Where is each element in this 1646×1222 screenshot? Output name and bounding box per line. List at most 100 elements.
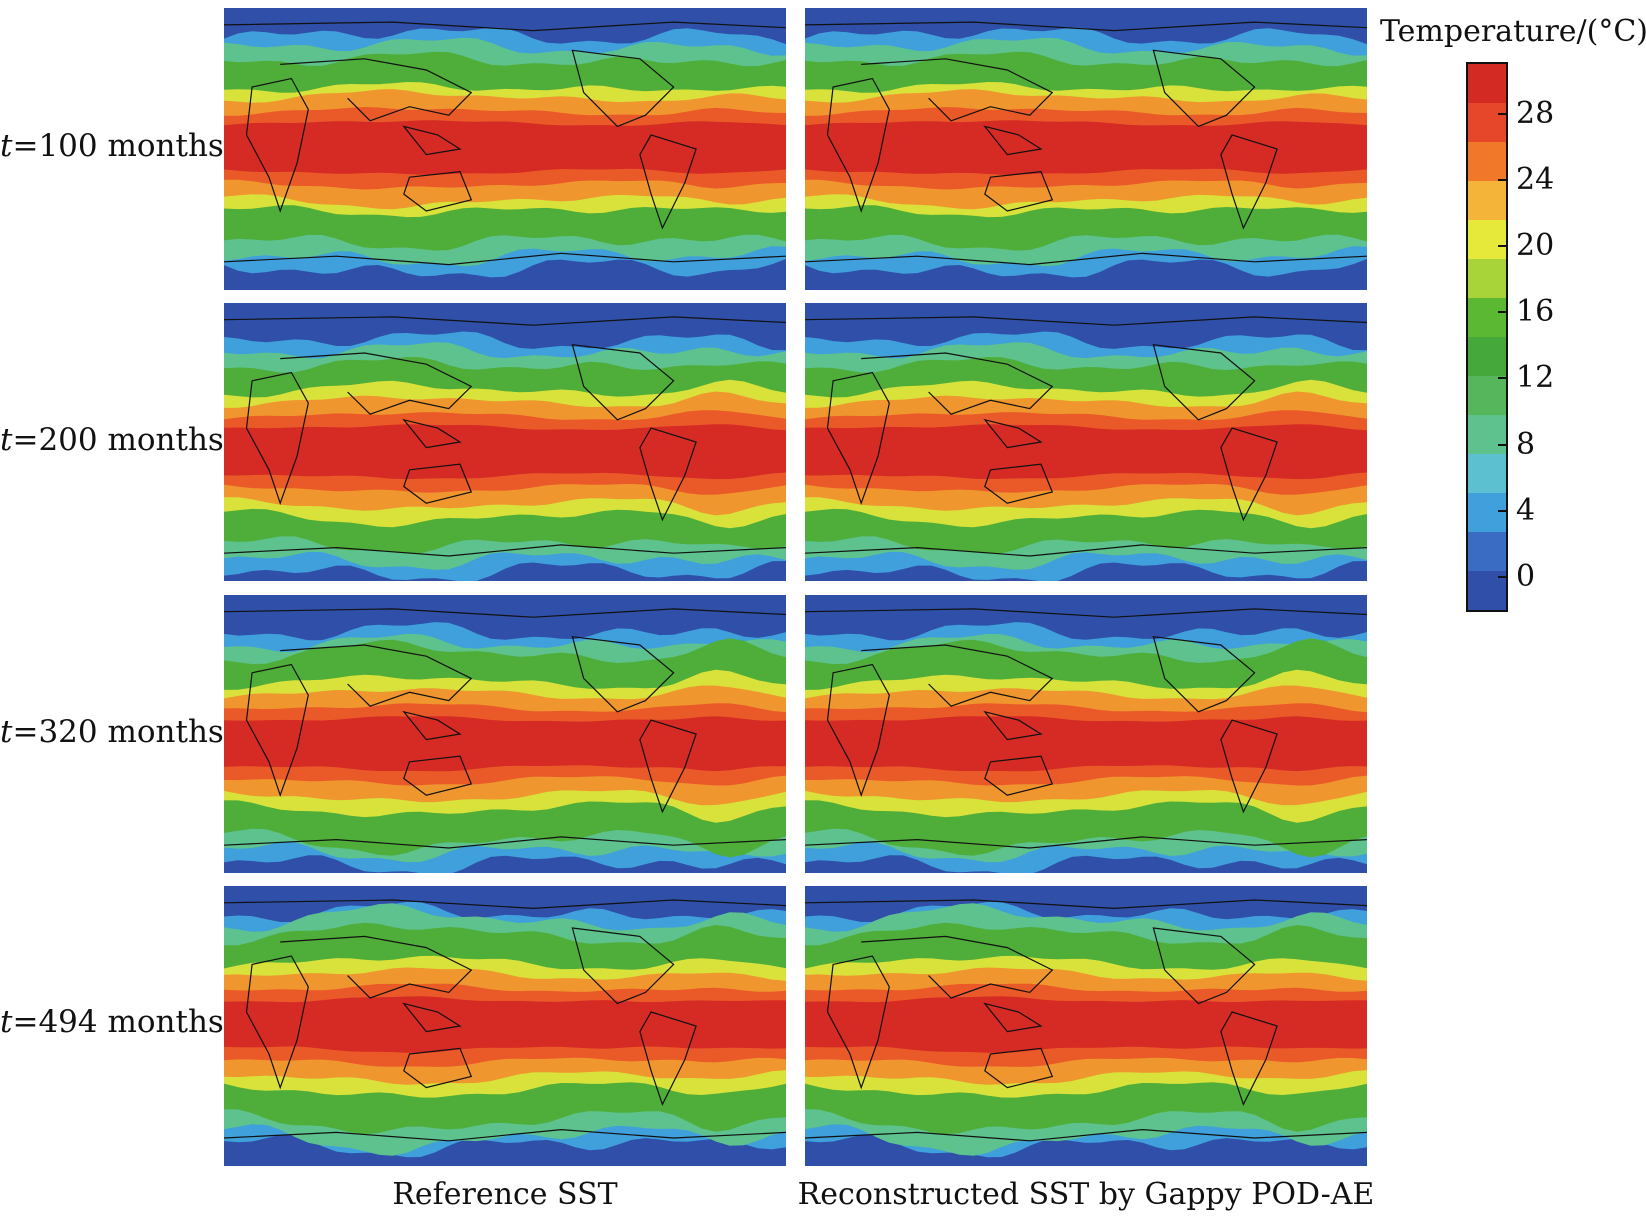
sst-map-svg — [805, 886, 1367, 1166]
coastline — [1152, 49, 1256, 128]
colorbar-band — [1468, 258, 1506, 298]
equals-sign: = — [12, 422, 39, 458]
colorbar-tick — [1498, 245, 1508, 247]
coastline — [805, 1128, 1367, 1142]
t-symbol: t — [0, 714, 13, 750]
coastline — [403, 755, 473, 796]
equals-sign: = — [12, 1004, 39, 1040]
time-value: 494 — [38, 1004, 98, 1040]
coastline — [224, 544, 786, 557]
time-unit: months — [107, 1004, 224, 1040]
coastline — [402, 125, 462, 156]
colorbar-tick-label: 4 — [1516, 492, 1536, 528]
time-unit: months — [107, 422, 224, 458]
coastline — [826, 663, 890, 798]
coastline — [983, 710, 1043, 741]
colorbar-tick-label: 8 — [1516, 426, 1536, 462]
colorbar — [1466, 62, 1508, 612]
coastline — [245, 371, 309, 506]
colorbar-title: Temperature/(°C) — [1380, 14, 1646, 49]
colorbar-tick-label: 20 — [1516, 228, 1555, 263]
coastline — [1152, 927, 1256, 1005]
coastline — [571, 49, 675, 128]
coastline — [224, 899, 786, 910]
t-symbol: t — [0, 1004, 13, 1040]
equals-sign: = — [12, 128, 39, 164]
coastline — [571, 343, 675, 421]
coastline — [224, 21, 786, 32]
temperature-band — [805, 716, 1367, 772]
colorbar-tick — [1498, 112, 1508, 115]
colorbar-tick-label: 28 — [1516, 95, 1555, 131]
coastline — [983, 418, 1043, 449]
coastline — [805, 316, 1367, 326]
coastline — [861, 352, 1054, 415]
temperature-band — [805, 424, 1367, 480]
coastline — [826, 371, 890, 506]
map-reconstructed-t494 — [805, 886, 1367, 1166]
colorbar-tick — [1498, 377, 1508, 380]
colorbar-band — [1468, 64, 1506, 103]
column-label-reference: Reference SST — [392, 1177, 618, 1212]
sst-map-svg — [224, 303, 786, 581]
coastline — [805, 899, 1367, 910]
colorbar-band — [1468, 375, 1506, 415]
coastline — [861, 935, 1054, 999]
colorbar-band — [1468, 492, 1506, 532]
coastline — [639, 1011, 697, 1106]
coastline — [224, 316, 786, 326]
coastline — [571, 635, 675, 713]
map-reconstructed-t200 — [805, 303, 1367, 581]
coastline — [1220, 134, 1278, 230]
coastline — [984, 463, 1054, 504]
row-label-4: t=494 months — [0, 1004, 224, 1040]
sst-map-svg — [805, 303, 1367, 581]
coastline — [280, 644, 473, 707]
coastline — [280, 352, 473, 415]
colorbar-tick-label: 12 — [1516, 360, 1555, 396]
coastline — [861, 58, 1054, 122]
coastline — [245, 77, 309, 213]
coastline — [403, 170, 473, 212]
temperature-band — [224, 424, 786, 480]
temperature-band — [224, 996, 786, 1053]
colorbar-band — [1468, 336, 1506, 376]
coastline — [245, 955, 309, 1090]
time-value: 100 — [38, 128, 98, 164]
row-label-3: t=320 months — [0, 714, 224, 750]
coastline — [402, 1002, 462, 1033]
coastline — [826, 955, 890, 1090]
sst-map-svg — [224, 595, 786, 873]
map-reference-t100 — [224, 8, 786, 290]
colorbar-band — [1468, 141, 1506, 181]
coastline — [805, 608, 1367, 618]
coastline — [403, 463, 473, 504]
map-reconstructed-t100 — [805, 8, 1367, 290]
colorbar-tick — [1498, 575, 1508, 578]
equals-sign: = — [12, 714, 39, 750]
temperature-band — [224, 716, 786, 772]
coastline — [639, 427, 697, 522]
colorbar-tick — [1498, 311, 1508, 314]
coastline — [280, 935, 473, 999]
coastline — [861, 644, 1054, 707]
colorbar-tick — [1498, 178, 1508, 181]
row-label-2: t=200 months — [0, 422, 224, 458]
coastline — [639, 719, 697, 814]
row-label-1: t=100 months — [0, 128, 224, 164]
colorbar-tick — [1498, 443, 1508, 446]
coastline — [984, 1047, 1054, 1089]
time-unit: months — [107, 128, 224, 164]
coastline — [224, 836, 786, 849]
coastline — [984, 755, 1054, 796]
sst-map-svg — [224, 886, 786, 1166]
coastline — [639, 134, 697, 230]
coastline — [805, 252, 1367, 266]
coastline — [1220, 1011, 1278, 1106]
colorbar-band — [1468, 219, 1506, 259]
colorbar-tick — [1498, 509, 1508, 512]
colorbar-band — [1468, 453, 1506, 493]
time-value: 320 — [38, 714, 98, 750]
colorbar-band — [1468, 102, 1506, 142]
sst-map-svg — [805, 595, 1367, 873]
